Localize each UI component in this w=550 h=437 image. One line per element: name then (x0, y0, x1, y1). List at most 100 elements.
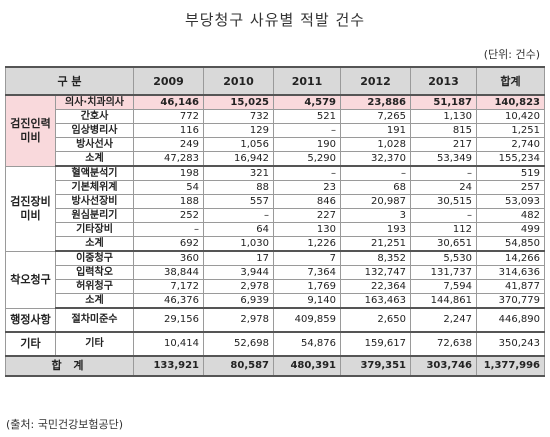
row-total-cell: 499 (476, 222, 546, 237)
total-value-cell: 379,351 (340, 355, 412, 377)
header-category: 구 분 (4, 66, 135, 96)
row-label: 방사선사 (54, 137, 135, 152)
value-cell: 5,290 (273, 151, 342, 167)
table-row: 기타장비 –64 130 193 112 499 (6, 222, 546, 237)
value-cell: 30,651 (410, 236, 478, 252)
page-title: 부당청구 사유별 적발 건수 (184, 11, 366, 29)
value-cell: 190 (273, 137, 342, 152)
value-cell: 191 (340, 123, 412, 138)
row-label: 허위청구 (54, 279, 135, 294)
value-cell: 815 (410, 123, 478, 138)
value-cell: 130 (273, 222, 342, 237)
value-cell: 198 (133, 165, 205, 181)
value-cell: 1,769 (273, 279, 342, 294)
row-label: 원심분리기 (54, 208, 135, 223)
row-total-cell: 53,093 (476, 194, 546, 209)
value-cell: 32,370 (340, 151, 412, 167)
value-cell: 22,364 (340, 279, 412, 294)
value-cell: 38,844 (133, 265, 205, 280)
value-cell: 2,978 (203, 279, 275, 294)
value-cell: 252 (133, 208, 205, 223)
source-note: (출처: 국민건강보험공단) (6, 418, 123, 431)
total-value-cell: 303,746 (410, 355, 478, 377)
value-cell: 72,638 (410, 331, 478, 357)
value-cell: 1,056 (203, 137, 275, 152)
value-cell: 88 (203, 180, 275, 195)
table-row: 소계 46,376 6,939 9,140 163,463 144,861 370,779 (6, 293, 546, 309)
value-cell: – (203, 208, 275, 223)
header-year: 2011 (273, 66, 342, 96)
row-total-cell: 10,420 (476, 109, 546, 124)
value-cell: 1,226 (273, 236, 342, 252)
value-cell: – (340, 165, 412, 181)
value-cell: 7 (273, 250, 342, 266)
table-row: 기타 기타 10,414 52,698 54,876 159,617 72,638 350,2… (5, 331, 546, 357)
category-cell: 검진장비 미비 (5, 165, 56, 252)
value-cell: 16,942 (203, 151, 275, 167)
row-label: 이중청구 (54, 250, 135, 266)
value-cell: 68 (340, 180, 412, 195)
row-label: 방사선장비 (54, 194, 135, 209)
value-cell: 3,944 (203, 265, 275, 280)
table-row: 소계 47,283 16,942 5,290 32,370 53,349 155,234 (6, 151, 546, 167)
value-cell: 20,987 (340, 194, 412, 209)
value-cell: 116 (133, 123, 205, 138)
value-cell: 46,146 (133, 94, 205, 110)
row-total-cell: 446,890 (476, 307, 546, 333)
table-row: 허위청구 7,172 2,978 1,769 22,364 7,594 41,877 (6, 279, 546, 294)
table-row: 행정사항 절차미준수 29,156 2,978 409,859 2,650 2,247 446… (5, 307, 546, 333)
value-cell: 129 (203, 123, 275, 138)
row-label: 소계 (54, 236, 135, 252)
value-cell: 131,737 (410, 265, 478, 280)
value-cell: 6,939 (203, 293, 275, 309)
value-cell: 321 (203, 165, 275, 181)
value-cell: 163,463 (340, 293, 412, 309)
category-cell: 착오청구 (5, 250, 56, 309)
value-cell: 132,747 (340, 265, 412, 280)
value-cell: 24 (410, 180, 478, 195)
row-total-cell: 41,877 (476, 279, 546, 294)
value-cell: 188 (133, 194, 205, 209)
value-cell: 53,349 (410, 151, 478, 167)
value-cell: 112 (410, 222, 478, 237)
value-cell: 52,698 (203, 331, 275, 357)
row-total-cell: 257 (476, 180, 546, 195)
value-cell: 249 (133, 137, 205, 152)
header-year: 2010 (203, 66, 275, 96)
row-total-cell: 14,266 (476, 250, 546, 266)
value-cell: 360 (133, 250, 205, 266)
value-cell: 46,376 (133, 293, 205, 309)
row-label: 절차미준수 (54, 307, 135, 333)
row-total-cell: 519 (476, 165, 546, 181)
row-total-cell: 1,251 (476, 123, 546, 138)
value-cell: 732 (203, 109, 275, 124)
value-cell: 7,594 (410, 279, 478, 294)
value-cell: – (410, 208, 478, 223)
value-cell: 846 (273, 194, 342, 209)
value-cell: 227 (273, 208, 342, 223)
category-cell: 행정사항 (5, 307, 56, 333)
value-cell: 2,978 (203, 307, 275, 333)
value-cell: 3 (340, 208, 412, 223)
value-cell: 9,140 (273, 293, 342, 309)
table-row: 입력착오 38,844 3,944 7,364 132,747 131,737 314,63… (6, 265, 546, 280)
value-cell: 217 (410, 137, 478, 152)
value-cell: 4,579 (273, 94, 342, 110)
header-total: 합계 (476, 66, 546, 96)
table-row: 검진인력 미비 의사·치과의사 46,146 15,025 4,579 23,886 51,… (5, 94, 546, 167)
value-cell: 17 (203, 250, 275, 266)
total-row: 합 계 133,921 80,587 480,391 379,351 303,746 1,3… (4, 355, 546, 377)
table-row: 착오청구 이중청구 360 17 7 8,352 5,530 14,266 (5, 250, 546, 309)
table-row: 기본체위계 54 88 23 68 24 257 (6, 180, 546, 195)
row-label: 의사·치과의사 (54, 94, 135, 110)
row-total-cell: 2,740 (476, 137, 546, 152)
table-body: 검진인력 미비 의사·치과의사 46,146 15,025 4,579 23,886 51,… (4, 94, 546, 377)
value-cell: 29,156 (133, 307, 205, 333)
row-total-cell: 370,779 (476, 293, 546, 309)
total-value-cell: 80,587 (203, 355, 275, 377)
table-row: 방사선장비 188 557 846 20,987 30,515 53,093 (6, 194, 546, 209)
value-cell: – (133, 222, 205, 237)
violation-table: 구 분 2009 2010 2011 2012 2013 합계 검진인력 미비 의… (4, 66, 546, 377)
value-cell: – (410, 165, 478, 181)
row-total-cell: 54,850 (476, 236, 546, 252)
